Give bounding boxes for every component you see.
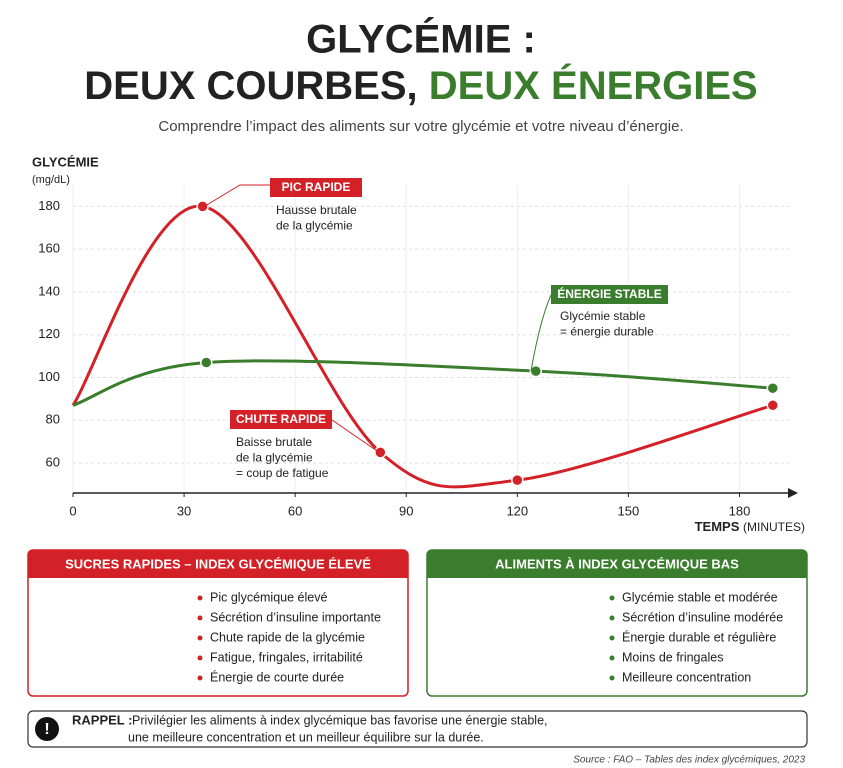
annotation-label: PIC RAPIDE — [282, 180, 351, 194]
x-tick-label: 90 — [399, 503, 413, 518]
annotation-leader — [331, 419, 381, 454]
reminder-label: RAPPEL : — [72, 712, 132, 727]
bullet — [197, 675, 203, 681]
x-tick-label: 0 — [69, 503, 76, 518]
data-point — [766, 381, 780, 395]
bullet — [197, 655, 203, 661]
annotation-text: = énergie durable — [560, 325, 654, 339]
annotation-leader — [530, 294, 552, 372]
y-tick-label: 60 — [46, 454, 60, 469]
x-tick-label: 180 — [729, 503, 751, 518]
panel-item: Énergie de courte durée — [210, 669, 344, 684]
x-tick-label: 30 — [177, 503, 191, 518]
y-tick-label: 120 — [38, 326, 60, 341]
reminder-icon-mark: ! — [44, 721, 49, 738]
annotation-box — [551, 285, 668, 304]
bullet — [609, 595, 615, 601]
bullet — [197, 595, 203, 601]
annotation-box — [230, 410, 332, 429]
x-tick-label: 60 — [288, 503, 302, 518]
panel-item: Chute rapide de la glycémie — [210, 630, 365, 644]
annotation-label: CHUTE RAPIDE — [236, 412, 326, 426]
annotation-box — [270, 178, 362, 197]
title-part: DEUX COURBES, — [84, 64, 417, 108]
data-point — [200, 356, 213, 369]
annotation-text: Baisse brutale — [236, 435, 312, 449]
panel-title: ALIMENTS À INDEX GLYCÉMIQUE BAS — [495, 556, 739, 571]
y-tick-label: 100 — [38, 369, 60, 384]
data-point — [511, 473, 524, 487]
bullet — [197, 635, 203, 641]
source: Source : FAO – Tables des index glycémiq… — [573, 755, 805, 766]
bullet — [609, 635, 615, 641]
reminder-text: une meilleure concentration et un meille… — [128, 730, 484, 744]
reminder-icon — [35, 717, 59, 741]
panel-item: Sécrétion d’insuline modérée — [622, 610, 783, 624]
y-tick-label: 160 — [38, 241, 60, 256]
panel-header — [427, 550, 807, 578]
x-axis-arrow — [788, 488, 798, 498]
y-axis-unit: (mg/dL) — [32, 174, 70, 186]
x-axis-title: TEMPS (MINUTES) — [695, 519, 805, 534]
panel-item: Glycémie stable et modérée — [622, 590, 778, 604]
panel-item: Pic glycémique élevé — [210, 590, 327, 604]
panel-title: SUCRES RAPIDES – INDEX GLYCÉMIQUE ÉLEVÉ — [65, 556, 371, 571]
annotation-text: de la glycémie — [236, 451, 313, 465]
y-axis-title: GLYCÉMIE — [32, 154, 99, 169]
annotation-text: Glycémie stable — [560, 309, 646, 323]
data-point — [196, 200, 209, 213]
y-tick-label: 80 — [46, 412, 60, 427]
bullet — [609, 675, 615, 681]
panel-item: Meilleure concentration — [622, 670, 751, 684]
panel-item: Fatigue, fringales, irritabilité — [210, 650, 363, 664]
annotation-text: de la glycémie — [276, 219, 353, 233]
x-axis-title-main: TEMPS — [695, 519, 740, 534]
title-line1: GLYCÉMIE : — [306, 17, 536, 62]
bullet — [609, 655, 615, 661]
data-point — [529, 364, 543, 378]
bullet — [609, 615, 615, 621]
y-tick-label: 140 — [38, 283, 60, 298]
panel-item: Sécrétion d’insuline importante — [210, 610, 381, 624]
title-line2: DEUX COURBES, DEUX ÉNERGIES — [84, 63, 757, 108]
bullet — [197, 615, 203, 621]
x-tick-label: 150 — [618, 503, 640, 518]
x-tick-label: 120 — [506, 503, 528, 518]
reminder-text: Privilégier les aliments à index glycémi… — [132, 713, 548, 727]
panel-item: Énergie durable et régulière — [622, 629, 776, 644]
subtitle: Comprendre l’impact des aliments sur vot… — [158, 118, 683, 135]
y-tick-label: 180 — [38, 198, 60, 213]
reminder-box — [27, 710, 808, 748]
data-point — [374, 446, 387, 459]
x-axis-title-unit: (MINUTES) — [743, 520, 805, 534]
annotation-text: Hausse brutale — [276, 203, 357, 217]
panel-header — [28, 550, 408, 578]
data-point — [766, 399, 780, 412]
annotation-leader — [204, 184, 270, 207]
annotation-label: ÉNERGIE STABLE — [557, 286, 661, 301]
panel-item: Moins de fringales — [622, 650, 723, 664]
series-line — [71, 204, 774, 489]
series-line — [72, 359, 773, 407]
annotation-text: = coup de fatigue — [236, 466, 329, 480]
title-part-green: DEUX ÉNERGIES — [429, 63, 758, 108]
